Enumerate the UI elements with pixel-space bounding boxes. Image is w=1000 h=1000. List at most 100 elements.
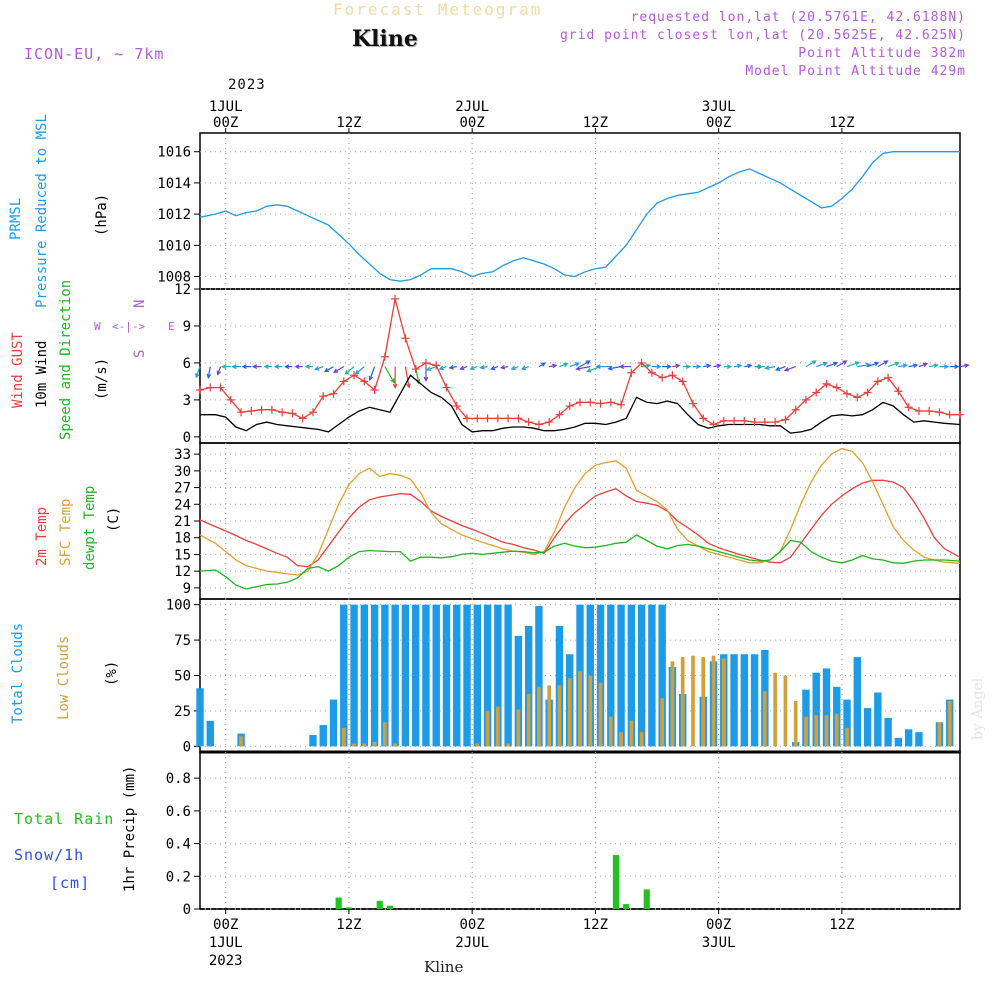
wind-vector bbox=[898, 364, 907, 368]
gust-marker bbox=[534, 420, 543, 429]
gust-marker bbox=[925, 406, 934, 415]
gust-marker bbox=[463, 414, 472, 423]
low-cloud-bar bbox=[629, 720, 634, 747]
low-cloud-bar bbox=[547, 685, 552, 747]
compass-arrows: <-|-> bbox=[112, 320, 146, 333]
gust-marker bbox=[812, 388, 821, 397]
gust-marker bbox=[750, 418, 759, 427]
gust-marker bbox=[688, 399, 697, 408]
total-cloud-bar bbox=[535, 606, 543, 747]
wind-vector-head bbox=[575, 366, 581, 371]
low-cloud-bar bbox=[639, 732, 644, 747]
low-cloud-bar bbox=[239, 736, 243, 747]
wind-vector-head bbox=[774, 366, 781, 372]
wind-vector-head bbox=[842, 360, 848, 365]
low-cloud-bar bbox=[947, 701, 952, 747]
low-cloud-bar bbox=[362, 743, 367, 747]
gust-marker bbox=[904, 403, 913, 412]
total-cloud-bar bbox=[607, 604, 615, 747]
ytick-label-precipitation: 0 bbox=[183, 902, 191, 918]
rain-bar bbox=[612, 855, 620, 909]
wind-vector-head bbox=[332, 368, 339, 373]
gust-marker bbox=[678, 377, 687, 386]
ytick-label-clouds: 0 bbox=[183, 739, 191, 755]
ytick-label-pressure: 1014 bbox=[157, 176, 191, 192]
wind-vector bbox=[641, 364, 650, 368]
low-cloud-bar bbox=[578, 671, 582, 747]
wind-vector bbox=[324, 366, 334, 373]
total-cloud-bar bbox=[894, 737, 903, 747]
wind-vector-head bbox=[666, 364, 672, 369]
total-cloud-bar bbox=[340, 604, 348, 747]
gust-marker bbox=[421, 358, 430, 367]
gust-marker bbox=[237, 408, 246, 417]
wind-vector bbox=[559, 363, 568, 368]
low-cloud-bar bbox=[341, 727, 346, 747]
low-cloud-bar bbox=[834, 713, 839, 747]
gust-marker bbox=[791, 405, 800, 414]
total-cloud-bar bbox=[411, 604, 420, 747]
low-cloud-bar bbox=[721, 658, 726, 747]
low-cloud-bar bbox=[352, 743, 356, 747]
wind-vector-head bbox=[894, 361, 900, 367]
ytick-label-temperature: 21 bbox=[174, 514, 191, 530]
wind-vector-head bbox=[510, 365, 516, 371]
total-cloud-bar bbox=[812, 672, 820, 747]
wind-vector bbox=[929, 364, 938, 368]
wind-vector-head bbox=[716, 363, 722, 369]
wind-vector-head bbox=[552, 363, 558, 369]
ytick-label-clouds: 75 bbox=[174, 633, 191, 649]
wind-vector-head bbox=[323, 367, 330, 373]
chart-title: Forecast Meteogram bbox=[333, 0, 543, 19]
gust-marker bbox=[719, 416, 728, 425]
low-cloud-bar bbox=[763, 691, 767, 747]
gust-marker bbox=[627, 368, 636, 377]
low-cloud-bar bbox=[670, 661, 675, 747]
wind-vector-head bbox=[811, 360, 817, 365]
wind-vector-head bbox=[520, 365, 527, 371]
wind-vector-head bbox=[755, 364, 761, 369]
low-cloud-bar bbox=[845, 727, 849, 747]
top-year-label: 2023 bbox=[228, 77, 266, 93]
bottom-time-label: 12Z bbox=[829, 917, 854, 933]
gust-marker bbox=[596, 399, 605, 408]
gust-marker bbox=[637, 358, 646, 367]
total-cloud-bar bbox=[319, 725, 327, 747]
ytick-label-pressure: 1012 bbox=[157, 207, 191, 223]
total-cloud-bar bbox=[401, 604, 410, 747]
wind-vector-head bbox=[595, 364, 601, 369]
low-cloud-bar bbox=[793, 701, 798, 747]
wind-vector bbox=[608, 366, 622, 370]
top-time-label: 12Z bbox=[583, 115, 608, 131]
total-rain-label: Total Rain bbox=[14, 810, 115, 828]
wind-vector bbox=[816, 362, 827, 368]
ytick-label-temperature: 15 bbox=[174, 547, 191, 563]
gust-marker bbox=[545, 418, 554, 427]
low-cloud-bar bbox=[680, 657, 685, 747]
total-cloud-bar bbox=[648, 604, 656, 747]
wind-vector-head bbox=[425, 366, 432, 372]
gust-marker bbox=[771, 418, 780, 427]
panel-frame-pressure bbox=[199, 132, 961, 290]
wind-vector-head bbox=[964, 363, 970, 369]
gust-marker bbox=[319, 392, 328, 401]
wind-vector-head bbox=[922, 362, 929, 368]
total-cloud-bar bbox=[391, 604, 399, 747]
wind-vector bbox=[959, 364, 969, 368]
total-cloud-bar bbox=[853, 657, 861, 747]
wind-vector-head bbox=[944, 364, 950, 369]
wind-vector bbox=[315, 366, 324, 371]
ytick-label-clouds: 50 bbox=[174, 669, 191, 685]
wind-vector-head bbox=[933, 363, 939, 369]
low-cloud-bar bbox=[383, 722, 387, 747]
series-line-prmsl bbox=[199, 151, 960, 282]
low-cloud-bar bbox=[783, 675, 788, 747]
wind-vector-head bbox=[685, 364, 692, 369]
low-cloud-bar bbox=[814, 715, 819, 747]
gust-marker bbox=[308, 408, 317, 417]
gust-marker bbox=[617, 400, 626, 409]
total-cloud-bar bbox=[514, 635, 523, 747]
low-cloud-bar bbox=[773, 672, 777, 747]
ytick-label-clouds: 100 bbox=[166, 598, 191, 614]
wind-vector bbox=[887, 362, 899, 368]
